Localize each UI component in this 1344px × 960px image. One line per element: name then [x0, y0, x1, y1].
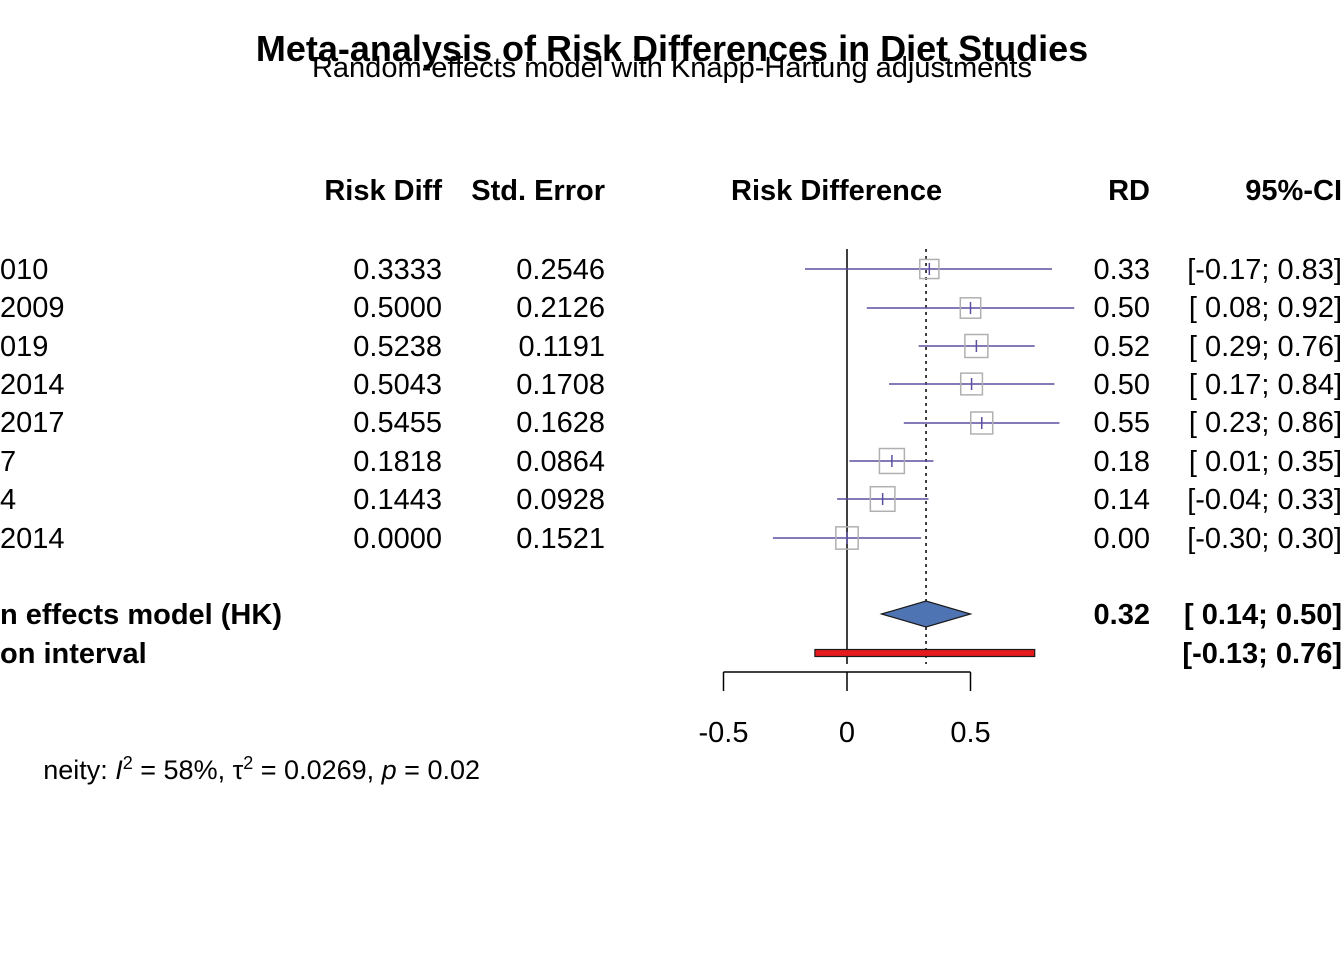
study-rd: 0.50: [1093, 292, 1150, 324]
study-label: 010: [0, 254, 49, 286]
study-rd: 0.18: [1093, 446, 1150, 478]
study-label: 2014: [0, 523, 65, 555]
study-rd: 0.55: [1093, 407, 1150, 439]
prediction-interval-bar: [814, 648, 1036, 658]
header-ci: 95%-CI: [1245, 175, 1342, 207]
header-rd: RD: [1108, 175, 1150, 207]
header-std-error: Std. Error: [471, 175, 605, 207]
study-std-error: 0.0864: [516, 446, 605, 478]
study-std-error: 0.2126: [516, 292, 605, 324]
study-rd: 0.52: [1093, 331, 1150, 363]
i2-symbol: I: [115, 755, 123, 785]
study-ci: [-0.17; 0.83]: [1187, 254, 1342, 286]
study-weight-square: [878, 447, 906, 475]
random-effects-rd: 0.32: [1093, 599, 1150, 631]
study-risk-diff: 0.5043: [353, 369, 442, 401]
study-weight-square: [919, 258, 940, 280]
header-risk-diff: Risk Diff: [324, 175, 442, 207]
study-ci: [ 0.08; 0.92]: [1188, 292, 1342, 324]
study-risk-diff: 0.3333: [353, 254, 442, 286]
study-std-error: 0.1521: [516, 523, 605, 555]
p-symbol: p: [381, 755, 397, 785]
study-weight-square: [959, 372, 984, 396]
i2-value: = 58%,: [132, 755, 233, 785]
random-effects-ci: [ 0.14; 0.50]: [1184, 599, 1342, 631]
study-std-error: 0.1628: [516, 407, 605, 439]
study-weight-square: [869, 485, 896, 513]
study-weight-square: [970, 411, 994, 435]
study-label: 4: [0, 484, 17, 516]
prediction-interval-label: on interval: [0, 638, 147, 670]
study-risk-diff: 0.5455: [353, 407, 442, 439]
p-value: = 0.02: [396, 755, 480, 785]
study-risk-diff: 0.1818: [353, 446, 442, 478]
study-rd: 0.14: [1093, 484, 1150, 516]
study-ci: [ 0.23; 0.86]: [1188, 407, 1342, 439]
study-risk-diff: 0.5238: [353, 331, 442, 363]
chart-subtitle: Random-effects model with Knapp-Hartung …: [311, 52, 1032, 84]
study-ci: [ 0.01; 0.35]: [1188, 446, 1342, 478]
study-label: 019: [0, 331, 49, 363]
x-axis-tick-label: -0.5: [699, 717, 749, 749]
random-effects-label: n effects model (HK): [0, 599, 282, 631]
study-ci: [ 0.29; 0.76]: [1188, 331, 1342, 363]
study-ci: [ 0.17; 0.84]: [1188, 369, 1342, 401]
random-effects-diamond: [879, 600, 973, 628]
study-ci: [-0.30; 0.30]: [1187, 523, 1342, 555]
study-rd: 0.00: [1093, 523, 1150, 555]
study-std-error: 0.0928: [516, 484, 605, 516]
study-rd: 0.50: [1093, 369, 1150, 401]
header-risk-difference: Risk Difference: [731, 175, 943, 207]
study-std-error: 0.1191: [518, 331, 605, 363]
x-axis-tick-label: 0: [839, 717, 855, 749]
heterogeneity-stats: neity: I2 = 58%, τ2 = 0.0269, p = 0.02: [43, 753, 480, 785]
heterogeneity-prefix: neity:: [43, 755, 116, 785]
study-rd: 0.33: [1093, 254, 1150, 286]
study-risk-diff: 0.0000: [353, 523, 442, 555]
study-std-error: 0.2546: [516, 254, 605, 286]
study-label: 2014: [0, 369, 65, 401]
study-label: 2017: [0, 407, 65, 439]
study-weight-square: [964, 333, 989, 359]
tau-value: = 0.0269,: [253, 755, 382, 785]
study-weight-square: [959, 297, 982, 319]
study-risk-diff: 0.1443: [353, 484, 442, 516]
study-ci: [-0.04; 0.33]: [1187, 484, 1342, 516]
study-std-error: 0.1708: [516, 369, 605, 401]
x-axis-tick-label: 0.5: [950, 717, 990, 749]
study-weight-square: [835, 526, 859, 550]
study-label: 2009: [0, 292, 65, 324]
tau-symbol: τ: [232, 755, 244, 785]
chart-title: Meta-analysis of Risk Differences in Die…: [255, 28, 1089, 69]
prediction-interval-ci: [-0.13; 0.76]: [1182, 638, 1342, 670]
study-risk-diff: 0.5000: [353, 292, 442, 324]
study-label: 7: [0, 446, 17, 478]
